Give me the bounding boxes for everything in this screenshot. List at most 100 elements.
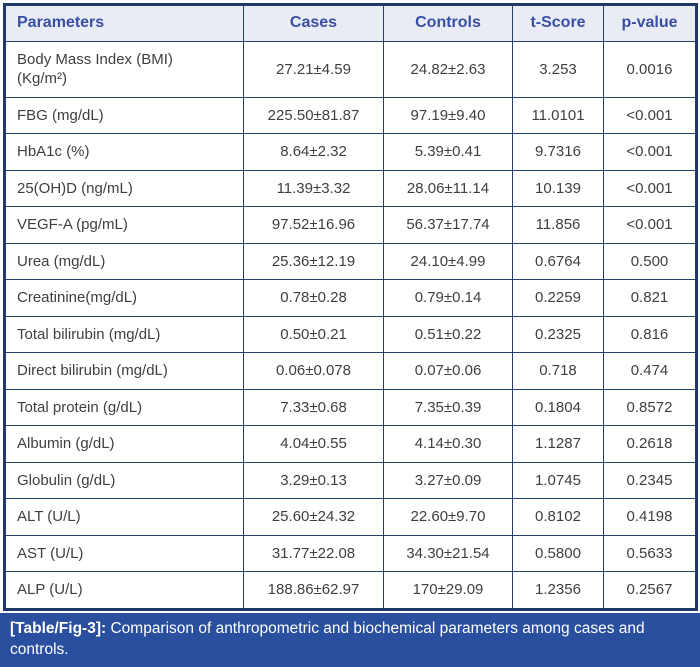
- controls-cell: 0.51±0.22: [383, 315, 513, 354]
- t-score-cell: 9.7316: [512, 133, 604, 171]
- controls-cell: 170±29.09: [383, 571, 513, 610]
- t-score-cell: 0.5800: [512, 534, 604, 573]
- cases-cell: 0.50±0.21: [243, 315, 384, 354]
- parameter-cell: VEGF-A (pg/mL): [4, 206, 244, 244]
- p-value-cell: 0.4198: [603, 498, 697, 536]
- parameter-cell: Urea (mg/dL): [4, 242, 244, 281]
- header-row: Parameters Cases Controls t-Score p-valu…: [4, 4, 697, 42]
- parameter-cell: Direct bilirubin (mg/dL): [4, 352, 244, 390]
- t-score-cell: 0.2259: [512, 279, 604, 317]
- parameter-cell: Creatinine(mg/dL): [4, 279, 244, 317]
- table-row: Total bilirubin (mg/dL) 0.50±0.21 0.51±0…: [4, 315, 697, 354]
- p-value-cell: 0.2345: [603, 461, 697, 500]
- controls-cell: 28.06±11.14: [383, 169, 513, 208]
- p-value-cell: 0.0016: [603, 40, 697, 98]
- col-header-cases: Cases: [243, 4, 384, 42]
- cases-cell: 7.33±0.68: [243, 388, 384, 427]
- cases-cell: 0.78±0.28: [243, 279, 384, 317]
- controls-cell: 56.37±17.74: [383, 206, 513, 244]
- parameter-cell: ALP (U/L): [4, 571, 244, 610]
- table-row: Albumin (g/dL) 4.04±0.55 4.14±0.30 1.128…: [4, 425, 697, 463]
- table-row: AST (U/L) 31.77±22.08 34.30±21.54 0.5800…: [4, 534, 697, 573]
- cases-cell: 188.86±62.97: [243, 571, 384, 610]
- parameter-cell: AST (U/L): [4, 534, 244, 573]
- t-score-cell: 1.2356: [512, 571, 604, 610]
- table-row: 25(OH)D (ng/mL) 11.39±3.32 28.06±11.14 1…: [4, 169, 697, 208]
- cases-cell: 31.77±22.08: [243, 534, 384, 573]
- cases-cell: 11.39±3.32: [243, 169, 384, 208]
- cases-cell: 27.21±4.59: [243, 40, 384, 98]
- cases-cell: 25.60±24.32: [243, 498, 384, 536]
- p-value-cell: 0.500: [603, 242, 697, 281]
- cases-cell: 0.06±0.078: [243, 352, 384, 390]
- parameter-cell: Total bilirubin (mg/dL): [4, 315, 244, 354]
- t-score-cell: 0.8102: [512, 498, 604, 536]
- table-row: FBG (mg/dL) 225.50±81.87 97.19±9.40 11.0…: [4, 96, 697, 135]
- table-row: VEGF-A (pg/mL) 97.52±16.96 56.37±17.74 1…: [4, 206, 697, 244]
- p-value-cell: <0.001: [603, 96, 697, 135]
- controls-cell: 22.60±9.70: [383, 498, 513, 536]
- cases-cell: 25.36±12.19: [243, 242, 384, 281]
- cases-cell: 8.64±2.32: [243, 133, 384, 171]
- cases-cell: 225.50±81.87: [243, 96, 384, 135]
- controls-cell: 4.14±0.30: [383, 425, 513, 463]
- table-row: Urea (mg/dL) 25.36±12.19 24.10±4.99 0.67…: [4, 242, 697, 281]
- p-value-cell: <0.001: [603, 206, 697, 244]
- caption-text: Comparison of anthropometric and biochem…: [10, 619, 645, 659]
- parameter-cell: ALT (U/L): [4, 498, 244, 536]
- table-row: Body Mass Index (BMI) (Kg/m²) 27.21±4.59…: [4, 40, 697, 98]
- table-row: Total protein (g/dL) 7.33±0.68 7.35±0.39…: [4, 388, 697, 427]
- controls-cell: 97.19±9.40: [383, 96, 513, 135]
- parameter-cell: Total protein (g/dL): [4, 388, 244, 427]
- t-score-cell: 11.856: [512, 206, 604, 244]
- t-score-cell: 0.718: [512, 352, 604, 390]
- cases-cell: 3.29±0.13: [243, 461, 384, 500]
- t-score-cell: 0.2325: [512, 315, 604, 354]
- p-value-cell: 0.2618: [603, 425, 697, 463]
- p-value-cell: 0.816: [603, 315, 697, 354]
- parameter-cell: 25(OH)D (ng/mL): [4, 169, 244, 208]
- p-value-cell: 0.474: [603, 352, 697, 390]
- controls-cell: 3.27±0.09: [383, 461, 513, 500]
- p-value-cell: 0.5633: [603, 534, 697, 573]
- parameter-cell: Albumin (g/dL): [4, 425, 244, 463]
- controls-cell: 24.10±4.99: [383, 242, 513, 281]
- controls-cell: 7.35±0.39: [383, 388, 513, 427]
- col-header-controls: Controls: [383, 4, 513, 42]
- parameter-cell: Body Mass Index (BMI) (Kg/m²): [4, 40, 244, 98]
- p-value-cell: <0.001: [603, 169, 697, 208]
- t-score-cell: 1.1287: [512, 425, 604, 463]
- t-score-cell: 1.0745: [512, 461, 604, 500]
- table-row: ALP (U/L) 188.86±62.97 170±29.09 1.2356 …: [4, 571, 697, 610]
- caption-label: [Table/Fig-3]:: [10, 619, 107, 637]
- controls-cell: 24.82±2.63: [383, 40, 513, 98]
- t-score-cell: 0.1804: [512, 388, 604, 427]
- p-value-cell: 0.821: [603, 279, 697, 317]
- controls-cell: 5.39±0.41: [383, 133, 513, 171]
- parameter-cell: HbA1c (%): [4, 133, 244, 171]
- table-row: Direct bilirubin (mg/dL) 0.06±0.078 0.07…: [4, 352, 697, 390]
- figure-caption: [Table/Fig-3]: Comparison of anthropomet…: [0, 612, 700, 667]
- parameter-cell: Globulin (g/dL): [4, 461, 244, 500]
- table-row: Globulin (g/dL) 3.29±0.13 3.27±0.09 1.07…: [4, 461, 697, 500]
- t-score-cell: 0.6764: [512, 242, 604, 281]
- cases-cell: 4.04±0.55: [243, 425, 384, 463]
- p-value-cell: <0.001: [603, 133, 697, 171]
- col-header-t-score: t-Score: [512, 4, 604, 42]
- t-score-cell: 3.253: [512, 40, 604, 98]
- parameter-cell: FBG (mg/dL): [4, 96, 244, 135]
- parameters-table: Parameters Cases Controls t-Score p-valu…: [3, 3, 698, 611]
- cases-cell: 97.52±16.96: [243, 206, 384, 244]
- p-value-cell: 0.8572: [603, 388, 697, 427]
- p-value-cell: 0.2567: [603, 571, 697, 610]
- t-score-cell: 11.0101: [512, 96, 604, 135]
- col-header-parameters: Parameters: [4, 4, 244, 42]
- table-row: ALT (U/L) 25.60±24.32 22.60±9.70 0.8102 …: [4, 498, 697, 536]
- controls-cell: 0.07±0.06: [383, 352, 513, 390]
- t-score-cell: 10.139: [512, 169, 604, 208]
- controls-cell: 34.30±21.54: [383, 534, 513, 573]
- table-row: Creatinine(mg/dL) 0.78±0.28 0.79±0.14 0.…: [4, 279, 697, 317]
- col-header-p-value: p-value: [603, 4, 697, 42]
- table-row: HbA1c (%) 8.64±2.32 5.39±0.41 9.7316 <0.…: [4, 133, 697, 171]
